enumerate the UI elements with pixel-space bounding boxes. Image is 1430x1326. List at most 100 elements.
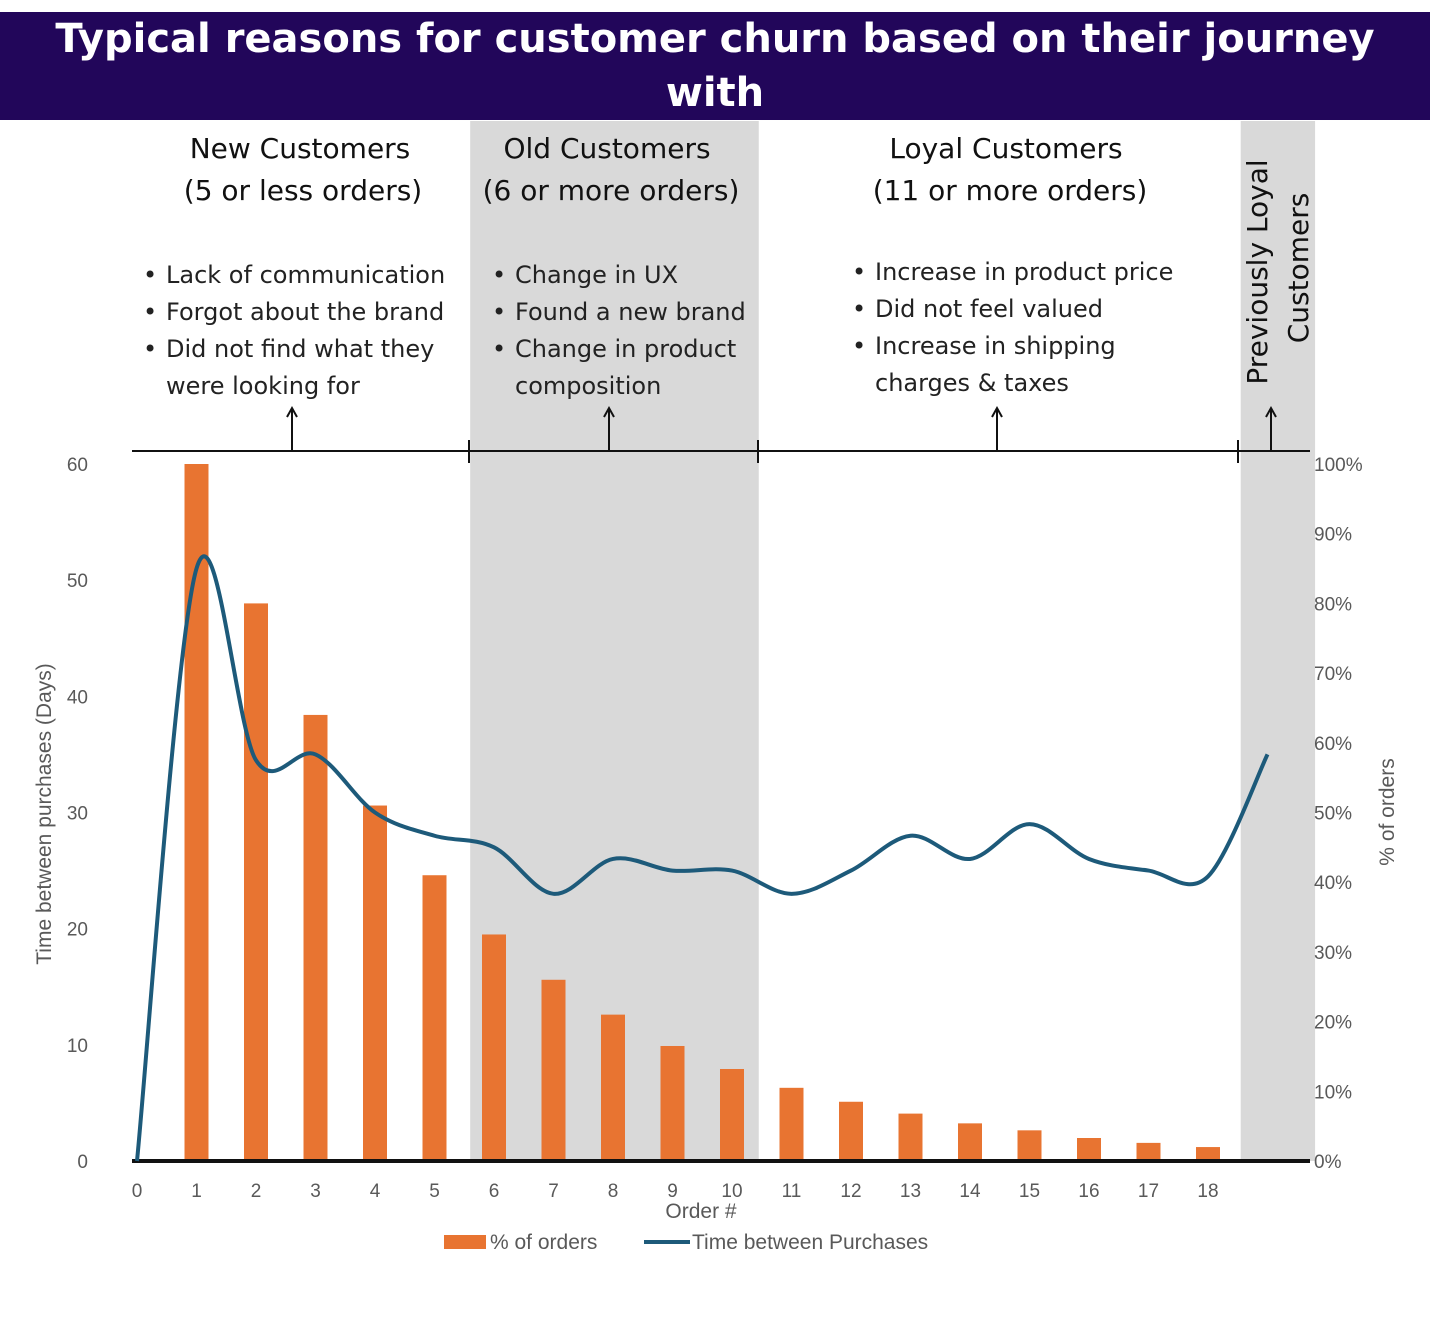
x-tick-label: 6 bbox=[489, 1181, 500, 1202]
bar-order-17 bbox=[1136, 1142, 1161, 1161]
right-tick-label: 10% bbox=[1314, 1082, 1352, 1103]
bullet-dot: • bbox=[143, 298, 157, 326]
bar-order-13 bbox=[898, 1113, 923, 1161]
legend-label-line: Time between Purchases bbox=[692, 1231, 928, 1254]
right-tick-label: 40% bbox=[1314, 873, 1352, 894]
x-tick-label: 13 bbox=[900, 1181, 921, 1202]
shaded-regions bbox=[470, 121, 1316, 1161]
segment-loyal-subtitle: (11 or more orders) bbox=[873, 174, 1148, 207]
bullet-item: Found a new brand bbox=[515, 298, 746, 326]
right-tick-label: 0% bbox=[1314, 1152, 1342, 1173]
bullet-item: Increase in product price bbox=[875, 258, 1173, 286]
bar-order-4 bbox=[363, 805, 387, 1161]
right-axis-title: % of orders bbox=[1376, 758, 1399, 865]
bar-order-14 bbox=[958, 1123, 982, 1161]
timeline bbox=[132, 405, 1310, 463]
legend: % of orders Time between Purchases bbox=[444, 1231, 928, 1254]
bar-series-percent-orders bbox=[184, 464, 1220, 1161]
legend-label-bar: % of orders bbox=[490, 1231, 597, 1254]
left-tick-label: 60 bbox=[67, 455, 88, 476]
bullet-item: Change in product bbox=[515, 335, 736, 363]
segment-loyal-title: Loyal Customers bbox=[889, 132, 1122, 165]
bullet-item: Forgot about the brand bbox=[166, 298, 444, 326]
bar-order-18 bbox=[1196, 1147, 1220, 1161]
bar-order-5 bbox=[422, 875, 447, 1161]
left-tick-label: 0 bbox=[77, 1152, 88, 1173]
bullet-continuation: were looking for bbox=[166, 372, 360, 400]
left-tick-label: 40 bbox=[67, 687, 88, 708]
bar-order-1 bbox=[184, 464, 209, 1161]
segment-new-subtitle: (5 or less orders) bbox=[184, 174, 422, 207]
bar-order-12 bbox=[839, 1101, 863, 1161]
bar-order-7 bbox=[541, 979, 566, 1161]
x-tick-label: 9 bbox=[667, 1181, 678, 1202]
x-tick-label: 18 bbox=[1197, 1181, 1218, 1202]
bullet-item: Did not feel valued bbox=[875, 295, 1103, 323]
shaded-region-1 bbox=[1240, 121, 1316, 1161]
segment-old-title: Old Customers bbox=[503, 132, 710, 165]
x-tick-label: 17 bbox=[1138, 1181, 1159, 1202]
segment-new-title: New Customers bbox=[190, 132, 411, 165]
segment-old-subtitle: (6 or more orders) bbox=[483, 174, 740, 207]
bullet-dot: • bbox=[143, 335, 157, 363]
axis-ticks: 0 1 2 3 4 5 6 7 8 9 10 11 12 13 14 15 16 17 18010203040506… bbox=[67, 455, 1363, 1202]
arrow-up-icon bbox=[603, 405, 615, 451]
bar-order-9 bbox=[660, 1045, 685, 1161]
x-tick-label: 16 bbox=[1078, 1181, 1099, 1202]
arrow-up-icon bbox=[991, 405, 1003, 451]
bar-order-10 bbox=[720, 1068, 744, 1161]
bar-order-15 bbox=[1017, 1130, 1042, 1161]
x-tick-label: 1 bbox=[191, 1181, 202, 1202]
segment-previous-title: Previously Loyal bbox=[1241, 159, 1274, 384]
bullet-dot: • bbox=[492, 335, 506, 363]
arrow-up-icon bbox=[1265, 405, 1277, 451]
bullet-dot: • bbox=[852, 258, 866, 286]
left-tick-label: 30 bbox=[67, 804, 88, 825]
left-tick-label: 10 bbox=[67, 1036, 88, 1057]
segment-old-bullets: • Change in UX • Found a new brand • Cha… bbox=[492, 261, 746, 400]
x-tick-label: 12 bbox=[840, 1181, 861, 1202]
title-banner: Typical reasons for customer churn based… bbox=[0, 12, 1430, 170]
line-series-time-between-purchases bbox=[135, 554, 1270, 1162]
segment-new-bullets: • Lack of communication • Forgot about t… bbox=[143, 261, 445, 400]
left-tick-label: 50 bbox=[67, 571, 88, 592]
left-tick-label: 20 bbox=[67, 920, 88, 941]
right-tick-label: 70% bbox=[1314, 664, 1352, 685]
right-tick-label: 50% bbox=[1314, 804, 1352, 825]
x-tick-label: 14 bbox=[959, 1181, 981, 1202]
bullet-item: Lack of communication bbox=[166, 261, 445, 289]
bar-order-16 bbox=[1077, 1137, 1101, 1161]
bullet-dot: • bbox=[492, 298, 506, 326]
right-tick-label: 20% bbox=[1314, 1013, 1352, 1034]
bullet-item: Increase in shipping bbox=[875, 332, 1116, 360]
bar-order-11 bbox=[779, 1087, 804, 1161]
bullet-dot: • bbox=[143, 261, 157, 289]
x-tick-label: 7 bbox=[548, 1181, 559, 1202]
arrow-up-icon bbox=[286, 405, 298, 451]
x-tick-label: 3 bbox=[310, 1181, 321, 1202]
bullet-continuation: charges & taxes bbox=[875, 369, 1069, 397]
bar-order-2 bbox=[244, 603, 268, 1161]
x-tick-label: 10 bbox=[721, 1181, 742, 1202]
bullet-continuation: composition bbox=[515, 372, 661, 400]
x-tick-label: 4 bbox=[370, 1181, 381, 1202]
shaded-region-0 bbox=[470, 121, 759, 1161]
bullet-dot: • bbox=[852, 332, 866, 360]
x-tick-label: 8 bbox=[608, 1181, 619, 1202]
x-tick-label: 5 bbox=[429, 1181, 440, 1202]
bullet-item: Change in UX bbox=[515, 261, 678, 289]
x-tick-label: 0 bbox=[132, 1181, 143, 1202]
right-tick-label: 60% bbox=[1314, 734, 1352, 755]
bar-order-8 bbox=[601, 1014, 625, 1161]
x-tick-label: 15 bbox=[1019, 1181, 1040, 1202]
x-tick-label: 11 bbox=[782, 1181, 802, 1202]
segment-previous-subtitle: Customers bbox=[1282, 193, 1315, 344]
x-tick-label: 2 bbox=[251, 1181, 262, 1202]
legend-swatch-bar bbox=[444, 1235, 486, 1249]
bullet-dot: • bbox=[852, 295, 866, 323]
x-axis-title: Order # bbox=[665, 1200, 737, 1223]
right-tick-label: 100% bbox=[1314, 455, 1363, 476]
right-tick-label: 30% bbox=[1314, 943, 1352, 964]
right-tick-label: 90% bbox=[1314, 525, 1352, 546]
